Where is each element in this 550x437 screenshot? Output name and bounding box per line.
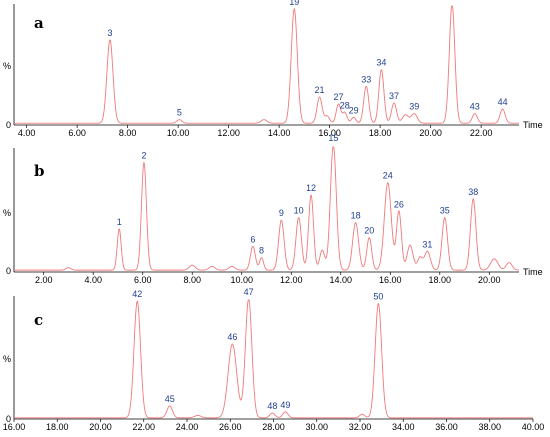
peak-label: 34 [376,58,386,68]
peak-label: 12 [306,183,316,193]
x-tick-label: 14.00 [329,275,352,285]
peak-label: 31 [422,239,432,249]
peak-label: 27 [333,92,343,102]
x-tick-label: 14.00 [268,128,291,138]
x-tick-label: 4.00 [84,275,102,285]
x-tick-label: 8.00 [183,275,201,285]
peak-label: 24 [383,171,393,181]
peak-label: 43 [470,102,480,112]
chromatogram-panel-a: a % 0 Time 4.00 6.00 8.00 10.00 12.00 14.00 16… [3,0,543,138]
y-axis-label: % [3,208,11,218]
x-tick-label: 18.00 [429,275,452,285]
y-axis-label: % [3,354,11,364]
peak-label: 42 [132,289,142,299]
chromatogram-panel-c: c % 0 16.00 18.00 20.00 22.00 24.00 26.00 28.0… [3,287,545,432]
chromatogram-trace [14,299,533,419]
x-tick-label: 28.00 [262,422,285,432]
x-tick-label: 24.00 [176,422,199,432]
x-tick-label: 30.00 [305,422,328,432]
peak-label: 8 [259,246,264,256]
peak-label: 5 [177,108,182,118]
chromatogram-panel-b: b % 0 Time 2.00 4.00 6.00 8.00 10.00 12.00 14.… [3,133,543,285]
x-tick-label: 26.00 [219,422,242,432]
x-tick-label: 12.00 [217,128,240,138]
peak-label: 41 [447,0,457,2]
x-tick-label: 12.00 [280,275,303,285]
peak-label: 9 [279,208,284,218]
y-tick-label: 0 [6,414,11,424]
x-tick-label: 4.00 [18,128,36,138]
peak-label: 33 [361,74,371,84]
x-tick-label: 32.00 [349,422,372,432]
peak-label: 28 [340,101,350,111]
y-tick-label: 0 [6,266,11,276]
peak-label: 2 [141,151,146,161]
x-tick-label: 16.00 [379,275,402,285]
x-tick-label: 18.00 [46,422,69,432]
peak-label: 1 [117,217,122,227]
panel-letter: a [34,14,44,32]
x-tick-label: 16.00 [3,422,26,432]
peak-label: 21 [315,85,325,95]
peak-label: 39 [409,102,419,112]
peak-label: 19 [289,0,299,7]
peak-label: 45 [165,394,175,404]
x-ticks: 16.00 18.00 20.00 22.00 24.00 26.00 28.00 30.00… [3,419,545,432]
x-axis-label: Time [523,120,543,130]
peak-label: 3 [107,28,112,38]
x-tick-label: 20.00 [478,275,501,285]
panel-letter: c [34,311,43,329]
x-tick-label: 20.00 [419,128,442,138]
peak-label: 50 [373,292,383,302]
peak-label: 49 [280,400,290,410]
x-axis-label: Time [523,267,543,277]
x-tick-label: 6.00 [134,275,152,285]
peak-label: 20 [364,226,374,236]
peak-label: 44 [498,97,508,107]
peak-label: 15 [328,133,338,143]
peak-label: 38 [468,187,478,197]
peak-label: 18 [351,211,361,221]
x-tick-label: 8.00 [119,128,137,138]
peak-label: 37 [389,91,399,101]
x-tick-label: 36.00 [435,422,458,432]
peak-label: 10 [294,206,304,216]
peak-label: 26 [394,199,404,209]
peak-label: 35 [440,206,450,216]
x-tick-label: 34.00 [392,422,415,432]
x-ticks: 4.00 6.00 8.00 10.00 12.00 14.00 16.00 18.00 20.… [18,125,493,138]
x-tick-label: 10.00 [230,275,253,285]
peak-labels: 42 45 46 47 48 49 50 [132,287,383,411]
peak-label: 47 [244,287,254,297]
panel-letter: b [34,162,45,180]
x-tick-label: 22.00 [132,422,155,432]
peak-label: 6 [250,234,255,244]
y-axis-label: % [3,61,11,71]
x-tick-label: 40.00 [522,422,545,432]
x-ticks: 2.00 4.00 6.00 8.00 10.00 12.00 14.00 16.00 18.0… [35,272,501,285]
x-tick-label: 6.00 [68,128,86,138]
x-tick-label: 18.00 [369,128,392,138]
peak-label: 48 [267,401,277,411]
x-tick-label: 2.00 [35,275,53,285]
x-tick-label: 22.00 [470,128,493,138]
y-tick-label: 0 [6,120,11,130]
x-tick-label: 16.00 [318,128,341,138]
peak-label: 46 [227,332,237,342]
x-tick-label: 20.00 [89,422,112,432]
x-tick-label: 10.00 [167,128,190,138]
x-tick-label: 38.00 [478,422,501,432]
peak-label: 29 [349,105,359,115]
chromatogram-trace [14,5,519,124]
chromatogram-trace [14,146,520,271]
